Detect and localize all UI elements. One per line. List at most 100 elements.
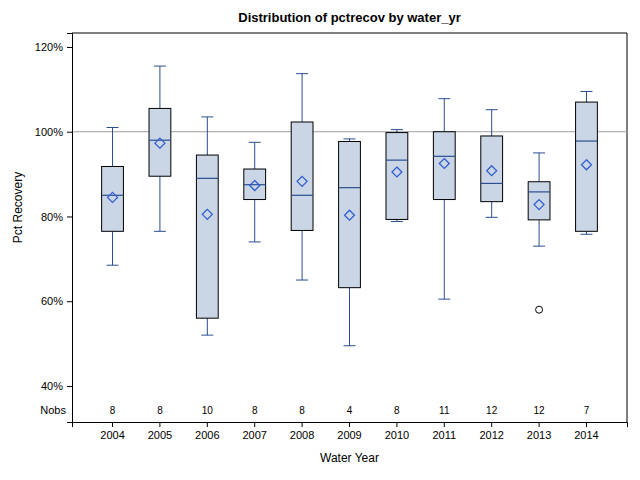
box [244, 169, 266, 200]
frame-top [72, 33, 627, 34]
x-tick-mark [159, 422, 160, 427]
median [576, 140, 598, 141]
y-tick-label: 120% [35, 41, 63, 53]
x-tick-label: 2004 [100, 429, 124, 441]
whisker-cap-lower [296, 280, 308, 281]
whisker-cap-upper [296, 73, 308, 74]
whisker-lower [112, 231, 113, 265]
whisker-upper [112, 127, 113, 166]
nobs-value: 4 [347, 405, 353, 416]
x-tick: 2013 [527, 422, 551, 441]
box-group [433, 99, 455, 299]
x-tick-mark [254, 422, 255, 427]
whisker-cap-upper [154, 66, 166, 67]
box-group [149, 66, 171, 231]
whisker-cap-upper [533, 152, 545, 153]
x-tick-label: 2014 [574, 429, 598, 441]
mean-marker [534, 200, 544, 210]
mean-marker [581, 160, 591, 170]
whisker-cap-upper [580, 91, 592, 92]
y-axis-line [67, 34, 73, 423]
chart-title: Distribution of pctrecov by water_yr [238, 10, 461, 25]
whisker-cap-upper [391, 129, 403, 130]
whisker-upper [586, 91, 587, 102]
whisker-lower [491, 202, 492, 218]
x-tick-label: 2010 [385, 429, 409, 441]
y-tick-mark [67, 386, 72, 387]
whisker-upper [254, 142, 255, 169]
box [102, 166, 124, 231]
x-axis-line [73, 423, 628, 428]
x-tick-label: 2008 [290, 429, 314, 441]
y-tick-label: 80% [41, 211, 63, 223]
y-tick: 60% [41, 295, 72, 307]
y-tick-mark [67, 301, 72, 302]
x-tick: 2006 [195, 422, 219, 441]
x-tick-mark [539, 422, 540, 427]
x-tick-label: 2011 [432, 429, 456, 441]
nobs-value: 12 [534, 405, 546, 416]
nobs-value: 8 [299, 405, 305, 416]
box-group [102, 127, 124, 265]
median [291, 195, 313, 196]
mean-marker [439, 159, 449, 169]
median [244, 184, 266, 185]
mean-marker [250, 181, 260, 191]
median [196, 178, 218, 179]
box [576, 102, 598, 231]
y-tick: 120% [35, 41, 72, 53]
box-group [528, 153, 550, 313]
whisker-lower [254, 200, 255, 242]
x-axis: 2004200520062007200820092010201120122013… [73, 422, 628, 441]
nobs-value: 7 [584, 405, 590, 416]
y-tick-mark [67, 216, 72, 217]
whisker-upper [444, 99, 445, 132]
y-tick-label: 40% [41, 380, 63, 392]
whisker-cap-upper [249, 142, 261, 143]
median [339, 187, 361, 188]
box [291, 122, 313, 230]
whisker-cap-lower [344, 345, 356, 346]
frame-right [627, 33, 628, 422]
x-tick-mark [586, 422, 587, 427]
x-tick-mark [207, 422, 208, 427]
x-tick-label: 2006 [195, 429, 219, 441]
x-tick-mark [112, 422, 113, 427]
box-group [481, 110, 503, 218]
nobs-value: 8 [394, 405, 400, 416]
mean-marker [297, 176, 307, 186]
x-tick-mark [444, 422, 445, 427]
whisker-lower [159, 176, 160, 231]
mean-marker [345, 210, 355, 220]
whisker-cap-lower [107, 265, 119, 266]
x-tick: 2005 [148, 422, 172, 441]
box [196, 155, 218, 318]
y-tick: 80% [41, 211, 72, 223]
nobs-value: 8 [157, 405, 163, 416]
mean-marker [108, 192, 118, 202]
whisker-cap-upper [344, 138, 356, 139]
nobs-value: 11 [439, 405, 450, 416]
nobs-value: 8 [110, 405, 116, 416]
x-tick-mark [491, 422, 492, 427]
y-tick-mark [67, 132, 72, 133]
x-tick: 2004 [100, 422, 124, 441]
whisker-lower [207, 318, 208, 335]
whisker-cap-lower [201, 335, 213, 336]
box-group [386, 130, 408, 222]
nobs-value: 12 [486, 405, 498, 416]
nobs-value: 8 [252, 405, 258, 416]
median [528, 191, 550, 192]
whisker-cap-lower [438, 299, 450, 300]
x-tick: 2009 [337, 422, 361, 441]
median [149, 140, 171, 141]
x-tick: 2010 [385, 422, 409, 441]
background [0, 0, 640, 480]
whisker-upper [207, 117, 208, 155]
y-tick-label: 100% [35, 126, 63, 138]
whisker-upper [302, 74, 303, 122]
x-tick-label: 2009 [337, 429, 361, 441]
whisker-cap-lower [486, 217, 498, 218]
y-tick-mark [67, 47, 72, 48]
whisker-upper [491, 110, 492, 136]
